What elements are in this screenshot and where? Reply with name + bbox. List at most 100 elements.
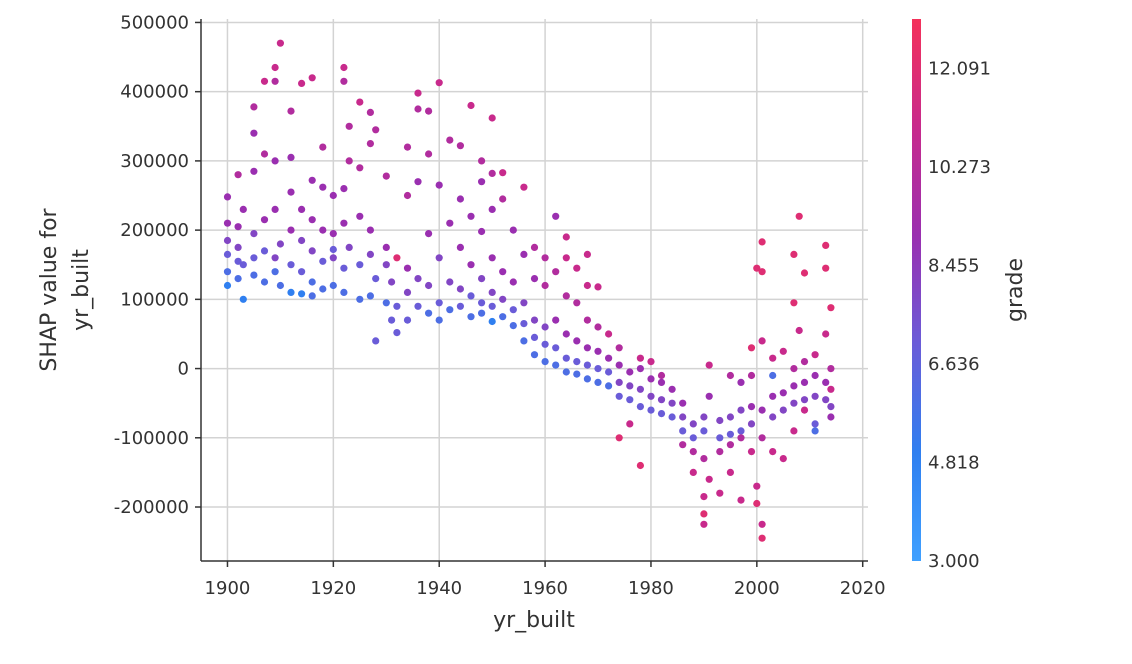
scatter-point: [223, 193, 232, 201]
scatter-point: [800, 396, 809, 404]
scatter-point: [594, 283, 602, 291]
scatter-point: [366, 292, 374, 300]
scatter-point: [605, 354, 613, 362]
scatter-point: [319, 143, 327, 151]
scatter-point: [716, 416, 724, 425]
scatter-point: [425, 230, 433, 238]
scatter-point: [456, 195, 464, 203]
y-tick-label: 100000: [120, 289, 189, 310]
scatter-point: [478, 299, 486, 307]
scatter-point: [811, 351, 819, 359]
scatter-point: [403, 264, 412, 272]
scatter-point: [223, 281, 232, 290]
scatter-point: [403, 191, 412, 200]
scatter-point: [573, 299, 581, 307]
scatter-point: [271, 63, 279, 72]
scatter-point: [456, 302, 464, 310]
scatter-point: [689, 434, 697, 442]
scatter-point: [234, 171, 242, 179]
scatter-point: [298, 205, 306, 213]
scatter-point: [435, 254, 443, 262]
scatter-point: [615, 344, 623, 352]
scatter-point: [583, 281, 592, 290]
scatter-point: [753, 499, 761, 508]
scatter-point: [520, 250, 528, 258]
scatter-point: [541, 323, 549, 331]
scatter-point: [414, 178, 422, 186]
scatter-point: [668, 385, 676, 393]
scatter-point: [790, 365, 798, 373]
scatter-point: [287, 226, 295, 234]
scatter-point: [425, 150, 433, 158]
scatter-point: [456, 243, 464, 251]
scatter-point: [287, 153, 295, 161]
scatter-point: [552, 316, 560, 324]
scatter-point: [478, 309, 486, 317]
scatter-point: [287, 261, 295, 269]
scatter-point: [478, 178, 486, 186]
scatter-point: [456, 285, 464, 293]
scatter-point: [753, 482, 761, 490]
scatter-point: [340, 288, 348, 296]
x-tick-label: 1980: [628, 578, 674, 599]
x-tick-label: 2000: [734, 578, 780, 599]
y-tick-label: 500000: [120, 12, 189, 33]
scatter-point: [795, 212, 803, 220]
scatter-point: [657, 410, 666, 418]
scatter-point: [657, 396, 666, 404]
scatter-point: [689, 448, 697, 456]
scatter-point: [488, 114, 496, 122]
scatter-point: [562, 254, 570, 262]
scatter-point: [573, 358, 581, 366]
scatter-point: [467, 261, 475, 269]
scatter-point: [234, 275, 242, 283]
scatter-point: [811, 420, 819, 428]
scatter-point: [700, 510, 708, 518]
scatter-point: [425, 309, 433, 317]
scatter-point: [636, 385, 645, 393]
scatter-point: [340, 185, 348, 193]
scatter-point: [435, 299, 443, 307]
scatter-point: [747, 448, 756, 456]
scatter-point: [615, 434, 623, 442]
grid-lines: [201, 19, 868, 561]
scatter-point: [393, 254, 401, 262]
x-tick-label: 1920: [310, 578, 356, 599]
x-tick-label: 1960: [522, 578, 568, 599]
scatter-point: [520, 183, 528, 191]
scatter-point: [737, 427, 745, 435]
x-axis-title: yr_built: [493, 608, 575, 633]
scatter-point: [769, 354, 777, 362]
colorbar-tick-label: 6.636: [928, 354, 980, 375]
scatter-point: [509, 278, 517, 286]
scatter-point: [769, 448, 777, 456]
scatter-point: [668, 413, 676, 421]
scatter-point: [478, 275, 486, 283]
scatter-point: [308, 292, 316, 300]
scatter-point: [822, 330, 830, 338]
scatter-point: [769, 392, 777, 400]
scatter-point: [636, 403, 645, 411]
scatter-point: [467, 212, 475, 220]
scatter-point: [250, 129, 258, 137]
scatter-point: [340, 77, 348, 85]
scatter-point: [541, 340, 549, 348]
scatter-point: [271, 157, 279, 165]
scatter-point: [562, 233, 570, 241]
scatter-point: [758, 434, 766, 442]
scatter-point: [758, 534, 766, 542]
scatter-point: [382, 243, 390, 251]
scatter-point: [239, 295, 247, 303]
scatter-point: [758, 520, 766, 528]
scatter-point: [700, 520, 708, 528]
scatter-point: [509, 322, 517, 330]
scatter-point: [716, 448, 724, 456]
scatter-point: [726, 441, 735, 449]
scatter-point: [488, 254, 496, 262]
scatter-point: [827, 403, 835, 411]
scatter-point: [689, 420, 697, 428]
scatter-point: [382, 299, 390, 307]
scatter-points: [223, 39, 835, 542]
scatter-point: [679, 413, 687, 421]
scatter-point: [467, 292, 475, 300]
